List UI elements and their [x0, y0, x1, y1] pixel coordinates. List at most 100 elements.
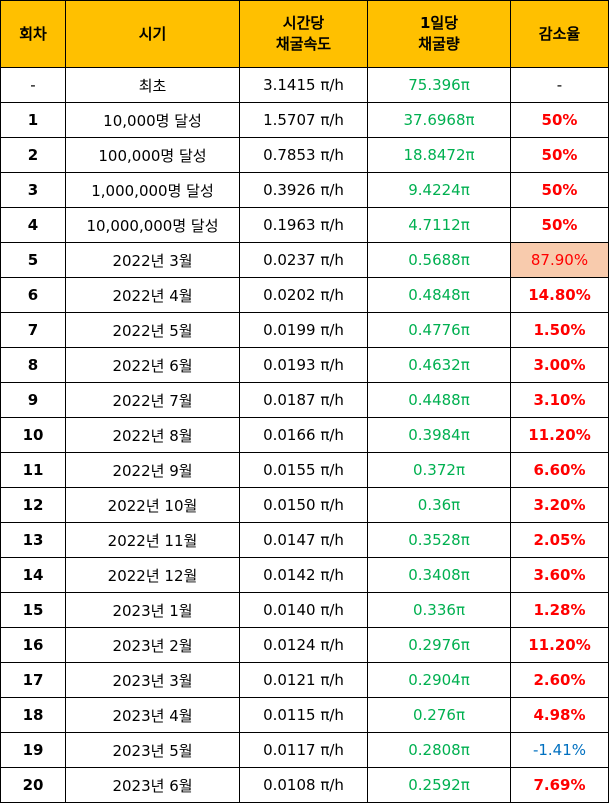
table-row: 12 2022년 10월 0.0150 π/h 0.36π 3.20% [0, 487, 609, 523]
table-row: 14 2022년 12월 0.0142 π/h 0.3408π 3.60% [0, 557, 609, 593]
daily-cell: 0.2592π [367, 767, 511, 803]
round-cell: 16 [0, 627, 66, 663]
period-cell: 2022년 6월 [65, 347, 240, 383]
header-speed-line1: 시간당 [282, 14, 325, 32]
speed-cell: 0.0121 π/h [239, 662, 368, 698]
rate-cell: 11.20% [510, 627, 609, 663]
header-round: 회차 [0, 0, 66, 68]
period-cell: 2022년 12월 [65, 557, 240, 593]
daily-cell: 0.4488π [367, 382, 511, 418]
round-cell: 15 [0, 592, 66, 628]
rate-cell: 50% [510, 137, 609, 173]
round-cell: 6 [0, 277, 66, 313]
period-cell: 1,000,000명 달성 [65, 172, 240, 208]
period-cell: 2022년 9월 [65, 452, 240, 488]
period-cell: 2022년 11월 [65, 522, 240, 558]
period-cell: 2023년 1월 [65, 592, 240, 628]
round-cell: 18 [0, 697, 66, 733]
daily-cell: 0.3408π [367, 557, 511, 593]
speed-cell: 0.0150 π/h [239, 487, 368, 523]
header-daily: 1일당 채굴량 [367, 0, 511, 68]
daily-cell: 0.2976π [367, 627, 511, 663]
header-daily-line1: 1일당 [419, 14, 459, 32]
table-row: 3 1,000,000명 달성 0.3926 π/h 9.4224π 50% [0, 172, 609, 208]
table-row: 9 2022년 7월 0.0187 π/h 0.4488π 3.10% [0, 382, 609, 418]
rate-cell: 3.60% [510, 557, 609, 593]
period-cell: 2023년 4월 [65, 697, 240, 733]
daily-cell: 37.6968π [367, 102, 511, 138]
rate-cell: 14.80% [510, 277, 609, 313]
daily-cell: 0.36π [367, 487, 511, 523]
period-cell: 2022년 10월 [65, 487, 240, 523]
speed-cell: 0.0142 π/h [239, 557, 368, 593]
table-row: 17 2023년 3월 0.0121 π/h 0.2904π 2.60% [0, 662, 609, 698]
round-cell: 7 [0, 312, 66, 348]
header-row: 회차 시기 시간당 채굴속도 1일당 채굴량 감소율 [0, 0, 609, 68]
speed-cell: 0.1963 π/h [239, 207, 368, 243]
table-row: 15 2023년 1월 0.0140 π/h 0.336π 1.28% [0, 592, 609, 628]
header-rate: 감소율 [510, 0, 609, 68]
table-row: 2 100,000명 달성 0.7853 π/h 18.8472π 50% [0, 137, 609, 173]
rate-cell: 2.05% [510, 522, 609, 558]
speed-cell: 1.5707 π/h [239, 102, 368, 138]
period-cell: 2022년 8월 [65, 417, 240, 453]
round-cell: 8 [0, 347, 66, 383]
daily-cell: 0.2808π [367, 732, 511, 768]
table-row: 13 2022년 11월 0.0147 π/h 0.3528π 2.05% [0, 522, 609, 558]
speed-cell: 0.0187 π/h [239, 382, 368, 418]
rate-cell: 4.98% [510, 697, 609, 733]
round-cell: 14 [0, 557, 66, 593]
round-cell: 13 [0, 522, 66, 558]
rate-cell: - [510, 67, 609, 103]
rate-cell: 7.69% [510, 767, 609, 803]
speed-cell: 0.0115 π/h [239, 697, 368, 733]
round-cell: 9 [0, 382, 66, 418]
round-cell: 11 [0, 452, 66, 488]
table-row: 6 2022년 4월 0.0202 π/h 0.4848π 14.80% [0, 277, 609, 313]
speed-cell: 0.0147 π/h [239, 522, 368, 558]
round-cell: 19 [0, 732, 66, 768]
rate-cell: 1.50% [510, 312, 609, 348]
speed-cell: 0.0108 π/h [239, 767, 368, 803]
table-row: 4 10,000,000명 달성 0.1963 π/h 4.7112π 50% [0, 207, 609, 243]
table-row: 20 2023년 6월 0.0108 π/h 0.2592π 7.69% [0, 767, 609, 803]
period-cell: 10,000,000명 달성 [65, 207, 240, 243]
speed-cell: 0.0199 π/h [239, 312, 368, 348]
daily-cell: 18.8472π [367, 137, 511, 173]
speed-cell: 0.0140 π/h [239, 592, 368, 628]
period-cell: 2022년 3월 [65, 242, 240, 278]
speed-cell: 0.0202 π/h [239, 277, 368, 313]
speed-cell: 0.0193 π/h [239, 347, 368, 383]
daily-cell: 0.3528π [367, 522, 511, 558]
round-cell: 4 [0, 207, 66, 243]
rate-cell: 11.20% [510, 417, 609, 453]
rate-cell: 3.10% [510, 382, 609, 418]
period-cell: 2023년 3월 [65, 662, 240, 698]
speed-cell: 0.0166 π/h [239, 417, 368, 453]
rate-cell: 3.20% [510, 487, 609, 523]
period-cell: 2023년 2월 [65, 627, 240, 663]
round-cell: 2 [0, 137, 66, 173]
rate-cell: 1.28% [510, 592, 609, 628]
rate-cell: 50% [510, 102, 609, 138]
daily-cell: 75.396π [367, 67, 511, 103]
round-cell: 20 [0, 767, 66, 803]
period-cell: 2023년 6월 [65, 767, 240, 803]
speed-cell: 3.1415 π/h [239, 67, 368, 103]
daily-cell: 0.2904π [367, 662, 511, 698]
rate-cell: -1.41% [510, 732, 609, 768]
table-row: 1 10,000명 달성 1.5707 π/h 37.6968π 50% [0, 102, 609, 138]
round-cell: 10 [0, 417, 66, 453]
header-speed: 시간당 채굴속도 [239, 0, 368, 68]
header-daily-line2: 채굴량 [418, 35, 460, 53]
rate-cell: 2.60% [510, 662, 609, 698]
daily-cell: 9.4224π [367, 172, 511, 208]
daily-cell: 0.4776π [367, 312, 511, 348]
daily-cell: 4.7112π [367, 207, 511, 243]
round-cell: 3 [0, 172, 66, 208]
table-body: - 최초 3.1415 π/h 75.396π -1 10,000명 달성 1.5707 π… [0, 67, 609, 803]
table-row: - 최초 3.1415 π/h 75.396π - [0, 67, 609, 103]
period-cell: 2023년 5월 [65, 732, 240, 768]
table-row: 10 2022년 8월 0.0166 π/h 0.3984π 11.20% [0, 417, 609, 453]
